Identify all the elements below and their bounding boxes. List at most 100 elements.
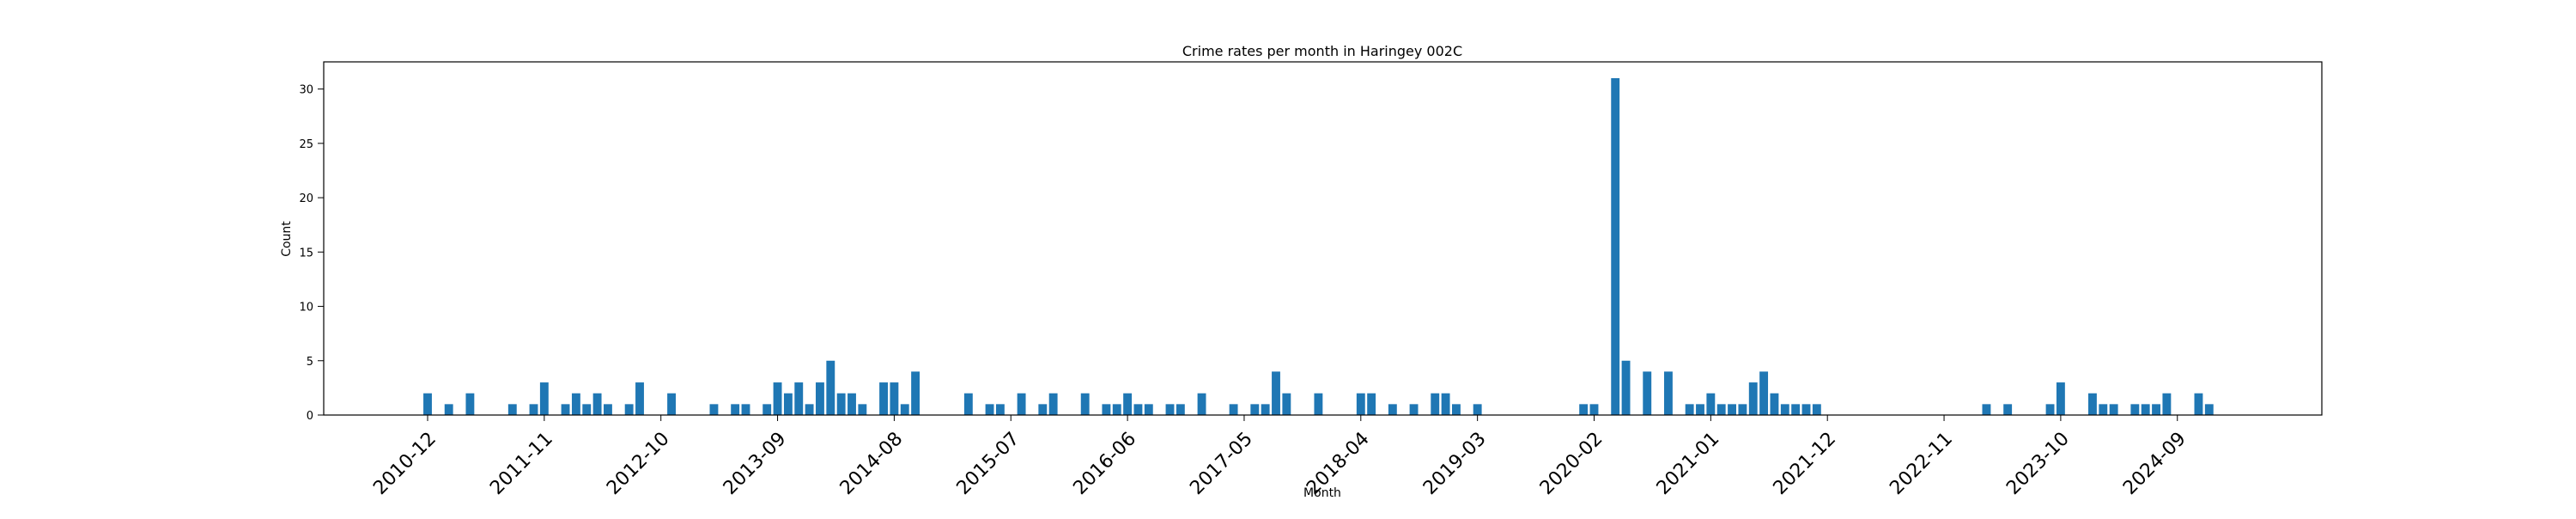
bar-2021-01 [1706, 393, 1716, 415]
bar-2011-08 [507, 404, 517, 415]
bar-2018-09 [1409, 404, 1419, 415]
bar-2012-08 [635, 382, 644, 415]
bar-2021-07 [1770, 393, 1779, 415]
bar-2015-06 [995, 404, 1005, 415]
bar-2015-08 [1017, 393, 1026, 415]
bar-2018-04 [1356, 393, 1365, 415]
x-tick-label: 2017-05 [1186, 428, 1257, 499]
bar-2012-05 [604, 404, 612, 415]
bar-2017-06 [1250, 404, 1260, 415]
bar-2011-04 [465, 393, 475, 415]
bar-2017-12 [1314, 393, 1323, 415]
bar-2010-12 [423, 393, 432, 415]
x-tick-label: 2024-09 [2119, 428, 2190, 499]
bar-2021-04 [1738, 404, 1747, 415]
bar-2016-05 [1112, 404, 1121, 415]
bar-2014-08 [890, 382, 899, 415]
bar-2015-11 [1048, 393, 1058, 415]
x-tick-label: 2022-11 [1886, 428, 1957, 499]
bar-2018-12 [1441, 393, 1450, 415]
plot-frame [323, 61, 2323, 416]
bar-2014-05 [858, 404, 867, 415]
bar-2013-10 [783, 393, 793, 415]
bar-2014-01 [816, 382, 824, 415]
bar-2020-11 [1685, 404, 1694, 415]
y-axis: 0 5 10 15 20 25 30 [299, 84, 324, 423]
bar-2015-10 [1038, 404, 1048, 415]
bar-2021-10 [1801, 404, 1811, 415]
bar-2021-03 [1728, 404, 1736, 415]
bar-2021-08 [1780, 404, 1789, 415]
bar-2024-12 [2204, 404, 2214, 415]
bar-2020-07 [1643, 371, 1652, 415]
bar-2023-03 [1982, 404, 1991, 415]
bar-2013-06 [741, 404, 750, 415]
bar-2020-05 [1621, 360, 1631, 415]
y-tick-label: 30 [299, 84, 313, 97]
x-axis: 2010-12 2011-11 2012-10 2013-09 2014-08 2015-… [369, 415, 2190, 499]
bar-2013-08 [762, 404, 772, 415]
bar-2024-05 [2130, 404, 2140, 415]
x-tick-label: 2015-07 [953, 428, 1024, 499]
bar-2017-04 [1229, 404, 1238, 415]
bar-2016-07 [1133, 404, 1143, 415]
bar-2024-06 [2141, 404, 2150, 415]
bar-2024-01 [2088, 393, 2097, 415]
bar-2013-05 [731, 404, 740, 415]
bar-2016-10 [1165, 404, 1175, 415]
bar-2013-11 [794, 382, 804, 415]
bar-2012-03 [582, 404, 592, 415]
bar-2020-12 [1696, 404, 1704, 415]
bar-2016-11 [1176, 404, 1185, 415]
bar-2021-02 [1716, 404, 1726, 415]
y-tick-label: 15 [299, 247, 313, 260]
x-axis-label: Month [1303, 486, 1341, 500]
bar-2024-11 [2194, 393, 2203, 415]
bar-2011-11 [539, 382, 549, 415]
bar-2017-08 [1272, 371, 1280, 415]
bar-2023-10 [2056, 382, 2065, 415]
bar-2023-09 [2045, 404, 2055, 415]
bar-2014-10 [911, 371, 920, 415]
bar-2012-02 [571, 393, 580, 415]
bar-2017-09 [1282, 393, 1291, 415]
bar-2018-05 [1367, 393, 1376, 415]
x-tick-label: 2011-11 [486, 428, 557, 499]
bar-2017-01 [1197, 393, 1206, 415]
bar-2019-03 [1473, 404, 1482, 415]
bar-2012-11 [667, 393, 676, 415]
x-tick-label: 2021-12 [1770, 428, 1841, 499]
x-tick-label: 2010-12 [369, 428, 440, 499]
bar-2013-03 [709, 404, 719, 415]
bar-2018-07 [1388, 404, 1397, 415]
bar-2017-07 [1261, 404, 1270, 415]
x-tick-label: 2019-03 [1419, 428, 1491, 499]
bar-2021-09 [1791, 404, 1801, 415]
bar-2020-01 [1579, 404, 1589, 415]
bar-2024-08 [2162, 393, 2172, 415]
x-tick-label: 2012-10 [603, 428, 674, 499]
bar-2016-06 [1123, 393, 1133, 415]
x-tick-label: 2021-01 [1653, 428, 1724, 499]
bar-2016-04 [1102, 404, 1111, 415]
bar-2012-07 [624, 404, 634, 415]
bar-2020-02 [1589, 404, 1599, 415]
bar-2014-02 [826, 360, 835, 415]
y-tick-label: 0 [307, 410, 313, 423]
x-tick-label: 2020-02 [1536, 428, 1607, 499]
bar-2014-04 [848, 393, 856, 415]
y-tick-label: 5 [307, 356, 313, 369]
bar-2021-06 [1759, 371, 1769, 415]
y-tick-label: 10 [299, 302, 313, 314]
bar-2016-02 [1080, 393, 1090, 415]
bar-2023-05 [2003, 404, 2013, 415]
bar-2014-09 [900, 404, 909, 415]
bar-2024-03 [2109, 404, 2118, 415]
bar-2024-07 [2152, 404, 2160, 415]
x-tick-label: 2023-10 [2002, 428, 2074, 499]
x-tick-label: 2016-06 [1069, 428, 1140, 499]
bar-2015-05 [985, 404, 994, 415]
bar-2020-04 [1611, 77, 1620, 415]
bar-2014-03 [836, 393, 846, 415]
